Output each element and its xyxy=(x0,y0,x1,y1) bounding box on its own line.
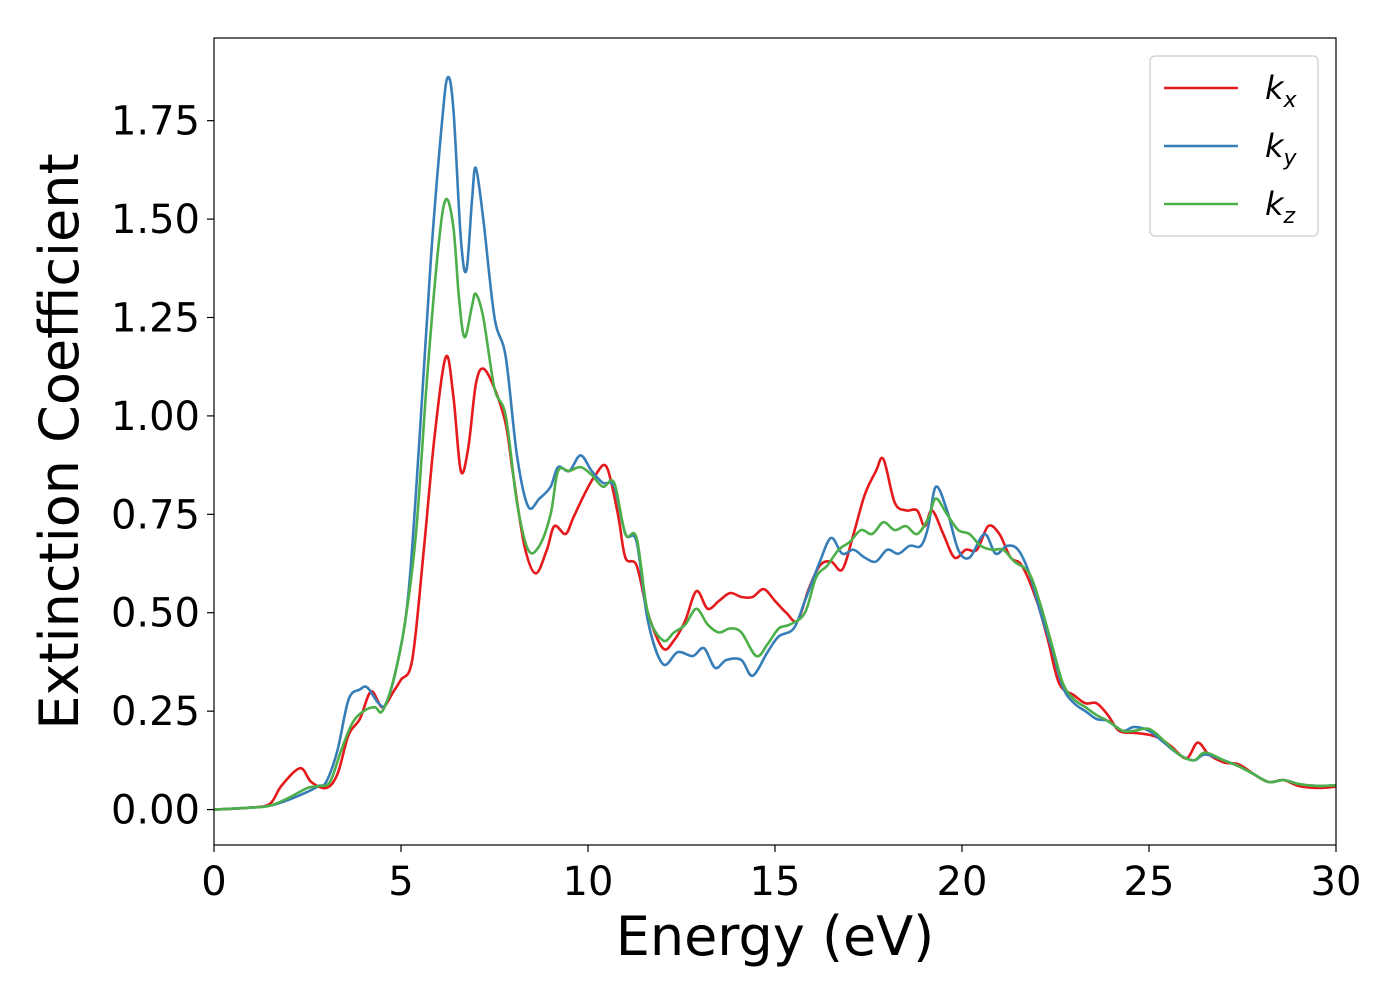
series-line-y xyxy=(214,75,1336,811)
x-tick-label: 25 xyxy=(1124,859,1175,905)
y-tick-label: 0.75 xyxy=(111,492,200,538)
y-tick-label: 1.25 xyxy=(111,295,200,341)
x-axis-label: Energy (eV) xyxy=(616,905,935,968)
y-tick-label: 1.50 xyxy=(111,197,200,243)
y-tick-label: 1.75 xyxy=(111,99,200,145)
series-line-z xyxy=(214,197,1336,811)
x-tick-label: 20 xyxy=(937,859,988,905)
x-tick-label: 15 xyxy=(750,859,801,905)
y-tick-label: 0.00 xyxy=(111,788,200,834)
y-tick-label: 0.50 xyxy=(111,591,200,637)
series-line-x xyxy=(214,354,1336,811)
x-tick-label: 5 xyxy=(388,859,413,905)
y-axis-label: Extinction Coefficient xyxy=(28,153,91,729)
x-tick-label: 30 xyxy=(1311,859,1362,905)
y-tick-label: 0.25 xyxy=(111,689,200,735)
series-layer xyxy=(214,75,1336,811)
ticks-layer: 0 5 10 15 20 25 30 0.00 0.25 0.50 0.75 1.00 1.25 1.50… xyxy=(111,99,1362,905)
x-tick-label: 10 xyxy=(563,859,614,905)
y-tick-label: 1.00 xyxy=(111,394,200,440)
x-tick-label: 0 xyxy=(201,859,226,905)
